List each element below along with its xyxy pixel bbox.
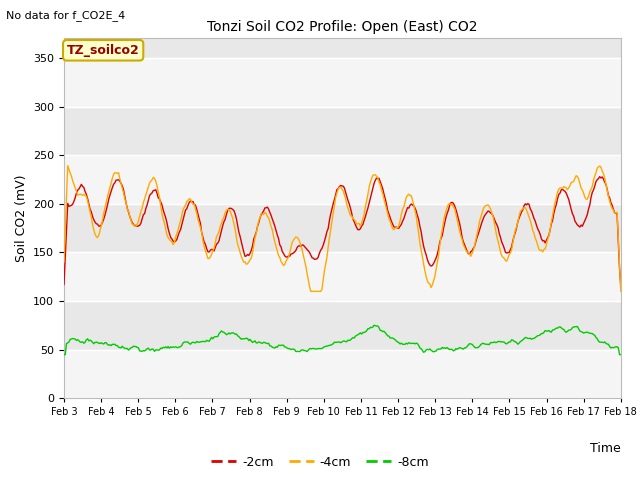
- Bar: [64, 58, 621, 107]
- Text: No data for f_CO2E_4: No data for f_CO2E_4: [6, 10, 125, 21]
- Bar: [64, 155, 621, 204]
- Y-axis label: Soil CO2 (mV): Soil CO2 (mV): [15, 175, 28, 262]
- Bar: [64, 350, 621, 398]
- Text: TZ_soilco2: TZ_soilco2: [67, 44, 140, 57]
- Legend: -2cm, -4cm, -8cm: -2cm, -4cm, -8cm: [206, 451, 434, 474]
- Text: Time: Time: [590, 442, 621, 455]
- Title: Tonzi Soil CO2 Profile: Open (East) CO2: Tonzi Soil CO2 Profile: Open (East) CO2: [207, 21, 477, 35]
- Bar: [64, 252, 621, 301]
